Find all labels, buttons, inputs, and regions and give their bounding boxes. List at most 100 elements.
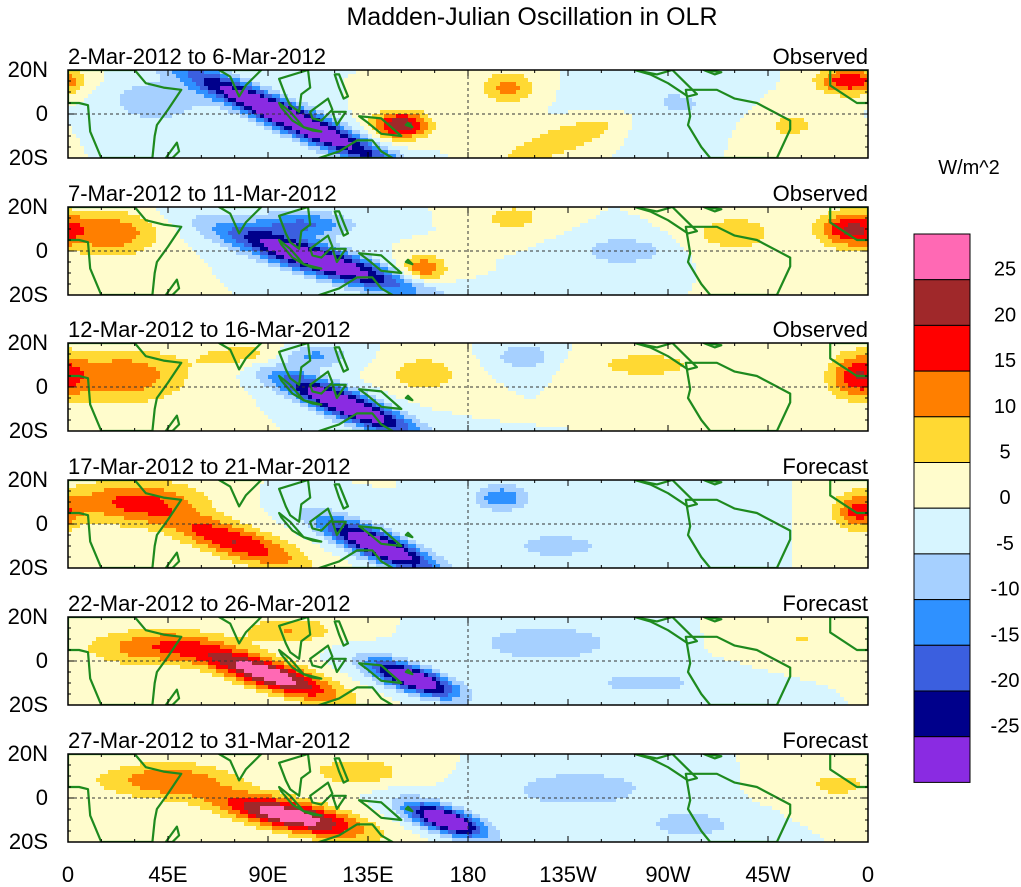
olr-cell <box>320 138 348 142</box>
olr-cell <box>356 395 360 399</box>
olr-cell <box>340 532 348 536</box>
olr-cell <box>204 70 220 74</box>
olr-cell <box>96 778 128 782</box>
olr-cell <box>424 118 432 122</box>
olr-cell <box>440 826 448 830</box>
olr-cell <box>408 114 420 118</box>
olr-cell <box>420 259 428 263</box>
x-tick-label: 180 <box>450 862 487 887</box>
olr-cell <box>420 818 424 822</box>
olr-cell <box>400 275 404 279</box>
olr-cell <box>352 247 392 251</box>
olr-cell <box>496 98 520 102</box>
olr-cell <box>284 126 292 130</box>
olr-cell <box>248 110 252 114</box>
olr-cell <box>600 641 704 645</box>
olr-cell <box>232 681 244 685</box>
olr-cell <box>272 130 280 134</box>
olr-cell <box>372 267 380 271</box>
olr-cell <box>428 826 436 830</box>
olr-cell <box>68 367 80 371</box>
olr-cell <box>76 82 84 86</box>
olr-cell <box>312 838 380 842</box>
olr-cell <box>260 540 272 544</box>
olr-cell <box>68 379 80 383</box>
olr-cell <box>276 391 288 395</box>
olr-cell <box>224 102 232 106</box>
olr-cell <box>260 806 284 810</box>
olr-cell <box>480 504 524 508</box>
olr-cell <box>396 423 408 427</box>
olr-cell <box>228 552 248 556</box>
olr-cell <box>428 560 436 564</box>
panel-ticks <box>67 616 869 706</box>
olr-cell <box>216 231 228 235</box>
olr-cell <box>668 94 680 98</box>
olr-cell <box>276 122 284 126</box>
olr-cell <box>668 814 708 818</box>
olr-cell <box>76 484 188 488</box>
olr-cell <box>456 677 612 681</box>
olr-cell <box>372 403 376 407</box>
olr-cell <box>500 82 516 86</box>
olr-cell <box>104 786 140 790</box>
olr-cell <box>312 830 344 834</box>
olr-cell <box>456 762 740 766</box>
olr-cell <box>324 689 336 693</box>
olr-cell <box>472 814 480 818</box>
olr-cell <box>228 247 240 251</box>
olr-cell <box>188 243 220 247</box>
olr-cell <box>368 275 384 279</box>
olr-cell <box>832 508 840 512</box>
olr-cell <box>332 826 348 830</box>
olr-cell <box>412 126 420 130</box>
olr-cell <box>264 114 304 118</box>
olr-cell <box>92 90 124 94</box>
olr-cell <box>332 211 432 215</box>
olr-cell <box>848 383 868 387</box>
olr-cell <box>836 247 868 251</box>
olr-cell <box>848 520 868 524</box>
colorbar-tick-label: -25 <box>991 716 1020 738</box>
olr-cell <box>84 231 140 235</box>
olr-cell <box>592 633 704 637</box>
olr-cell <box>156 207 428 211</box>
olr-cell <box>316 524 328 528</box>
olr-cell <box>276 665 284 669</box>
olr-cell <box>252 536 264 540</box>
colorbar-swatch <box>913 599 971 646</box>
olr-cell <box>848 391 868 395</box>
olr-cell <box>376 532 384 536</box>
olr-cell <box>360 279 384 283</box>
olr-cell <box>212 524 232 528</box>
olr-cell <box>392 657 408 661</box>
olr-cell <box>820 215 836 219</box>
olr-cell <box>268 814 312 818</box>
olr-cell <box>556 774 604 778</box>
land-outline <box>684 498 792 568</box>
olr-cell <box>444 685 452 689</box>
olr-cell <box>336 415 340 419</box>
olr-cell <box>80 138 292 142</box>
olr-cell <box>260 114 264 118</box>
olr-cell <box>656 247 684 251</box>
olr-cell <box>488 484 516 488</box>
olr-cell <box>836 496 852 500</box>
olr-cell <box>192 794 272 798</box>
panel-plot-area <box>68 343 868 431</box>
olr-cell <box>476 500 488 504</box>
olr-cell <box>268 118 272 122</box>
olr-cell <box>564 231 668 235</box>
olr-cell <box>536 243 596 247</box>
olr-cell <box>236 661 252 665</box>
olr-cell <box>344 524 348 528</box>
olr-cell <box>248 629 284 633</box>
olr-cell <box>652 243 680 247</box>
land-outline <box>278 480 312 523</box>
olr-cell <box>412 556 420 560</box>
olr-cell <box>140 762 196 766</box>
olr-cell <box>832 359 844 363</box>
olr-cell <box>268 548 284 552</box>
olr-cell <box>456 810 464 814</box>
panels-group: 2-Mar-2012 to 6-Mar-2012 Observed20N020S7… <box>8 44 869 854</box>
